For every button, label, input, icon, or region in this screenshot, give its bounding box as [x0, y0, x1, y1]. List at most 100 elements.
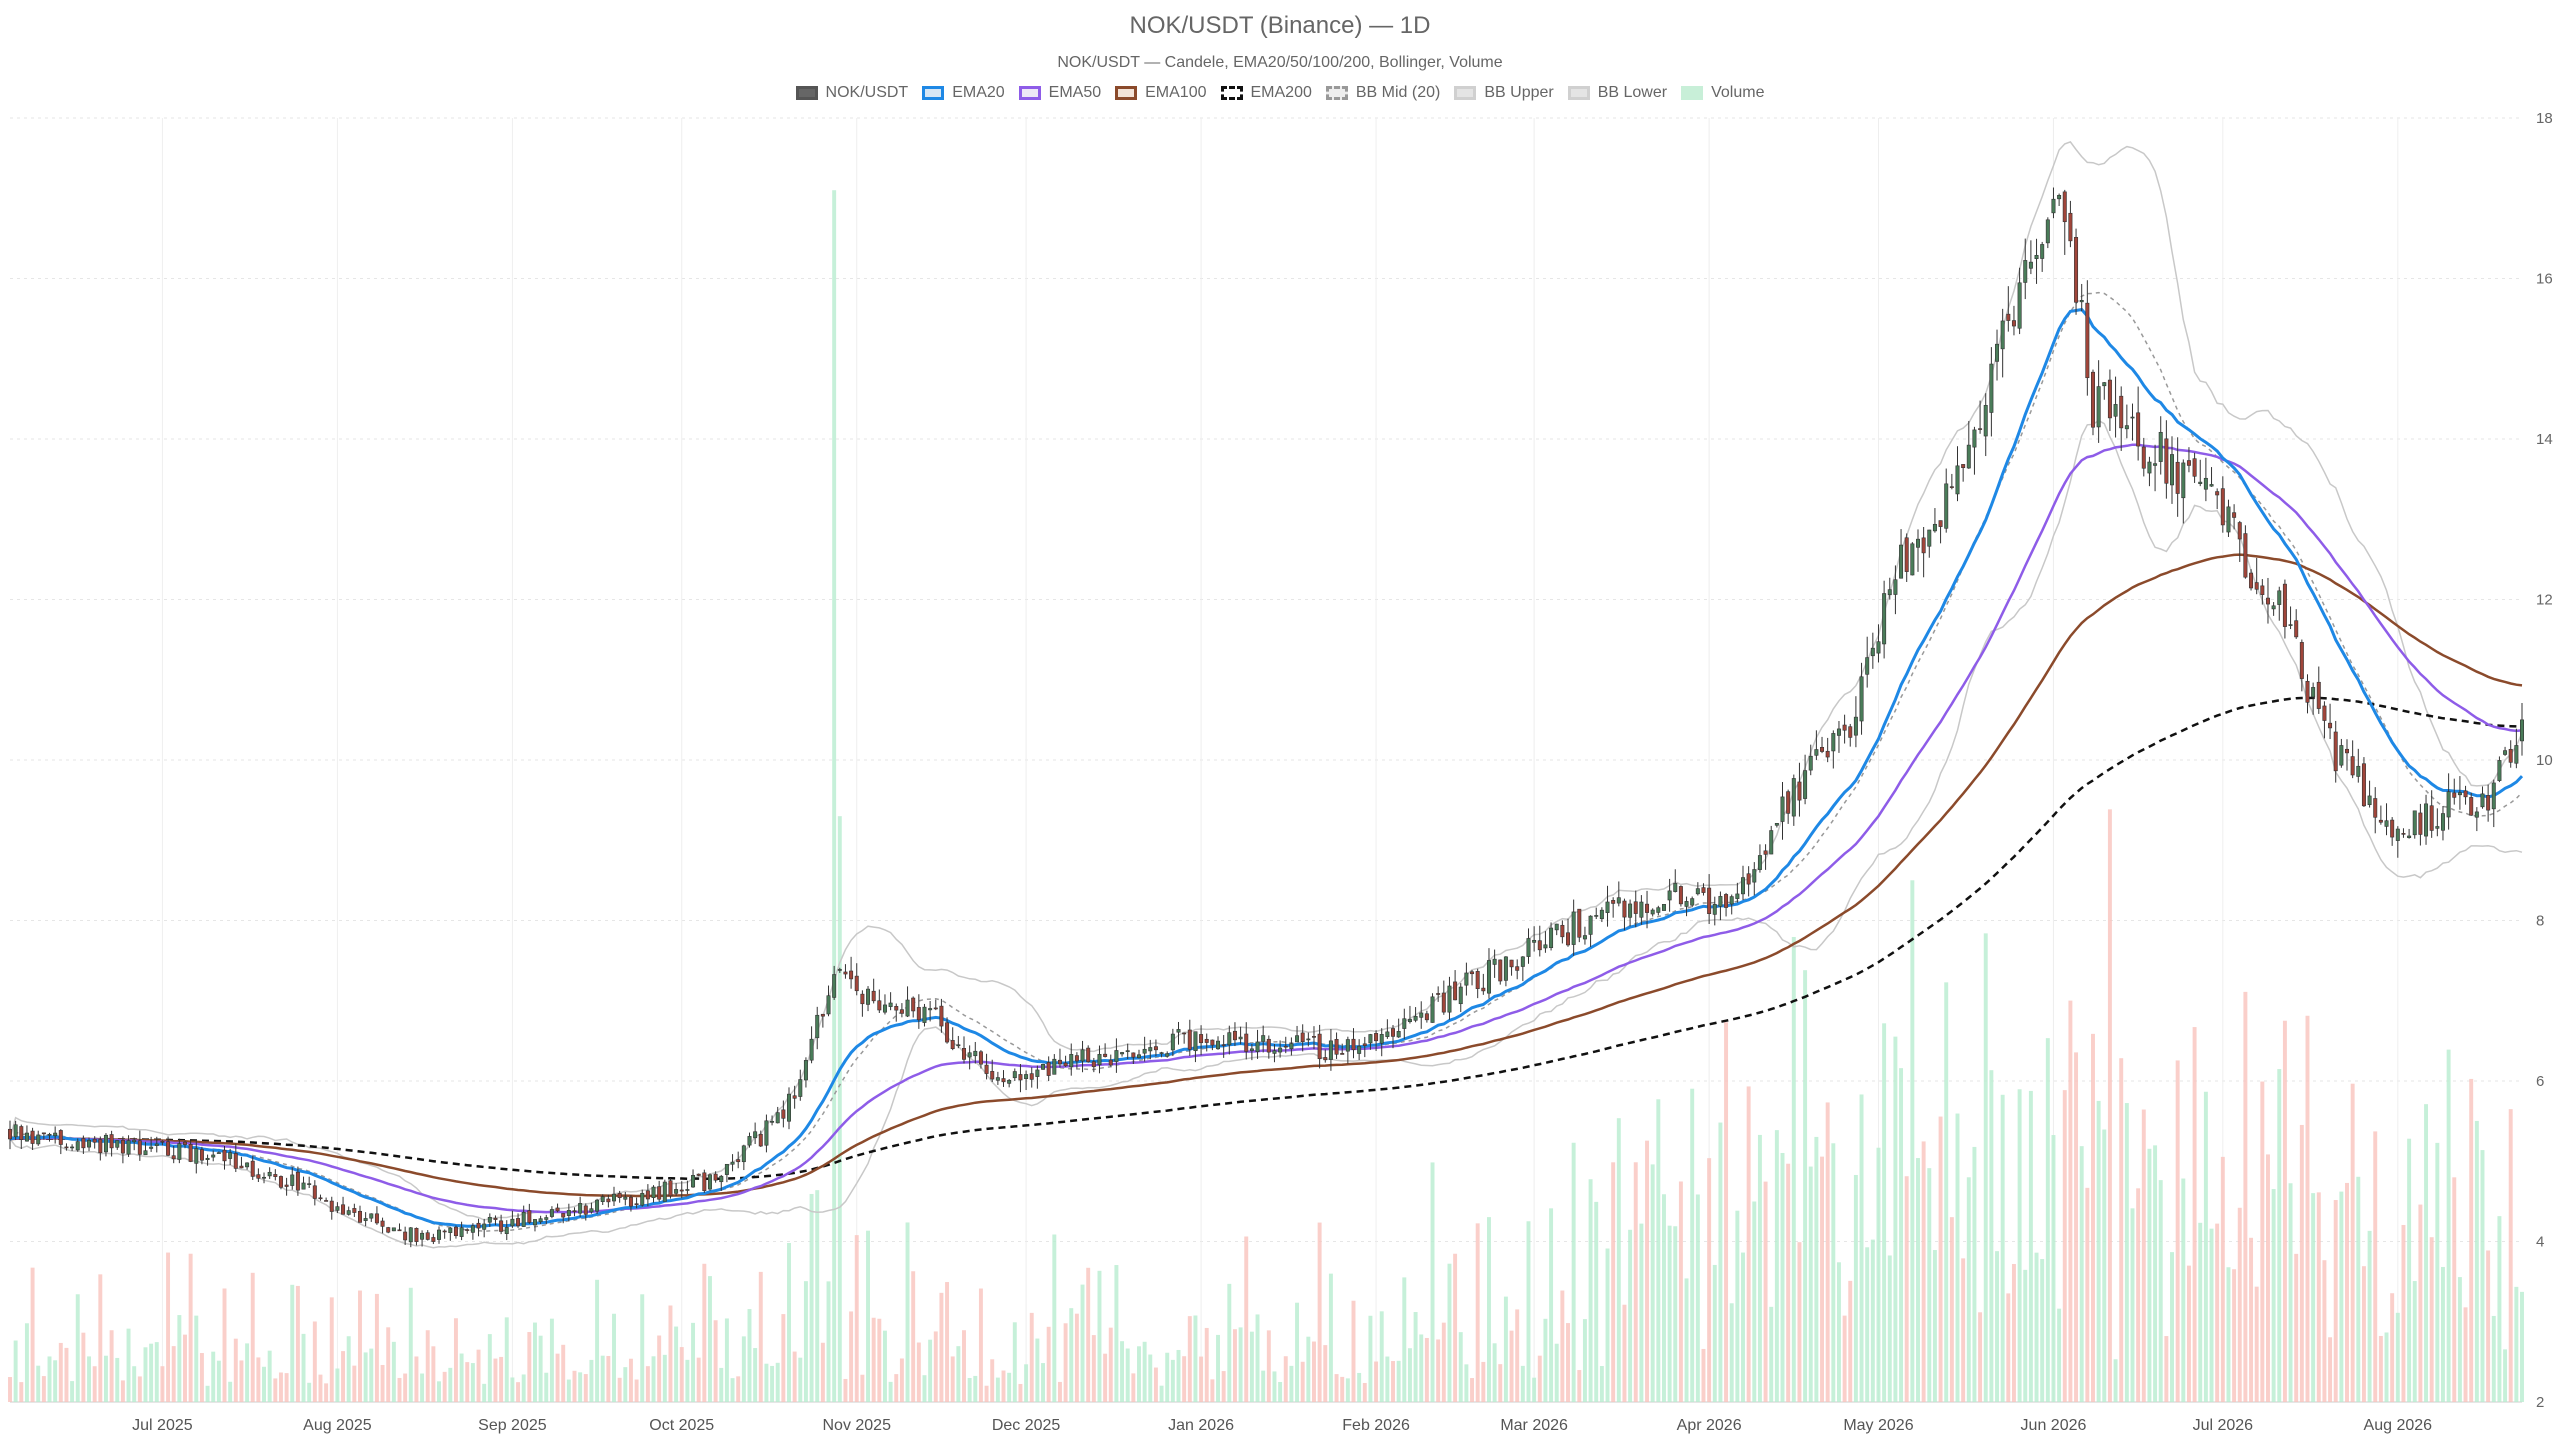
candle-body — [1306, 1038, 1311, 1041]
candle-body — [1261, 1035, 1266, 1042]
candle-body — [1492, 958, 1497, 965]
candle-body — [1825, 750, 1830, 758]
legend-item-6[interactable]: BB Upper — [1454, 84, 1554, 102]
volume-bar — [53, 1360, 58, 1402]
legend-label-3: EMA100 — [1145, 84, 1207, 101]
legend-item-1[interactable]: EMA20 — [922, 84, 1005, 102]
candle-body — [1932, 523, 1937, 532]
legend-item-2[interactable]: EMA50 — [1018, 84, 1101, 102]
volume-bar — [2254, 1286, 2259, 1402]
candle-body — [8, 1128, 12, 1140]
candle-body — [770, 1120, 775, 1123]
volume-bar — [1052, 1234, 1057, 1402]
volume-bar — [2130, 1208, 2135, 1402]
candle-body — [2051, 198, 2056, 214]
volume-bar — [8, 1377, 12, 1402]
volume-bar — [1108, 1327, 1113, 1402]
legend-item-3[interactable]: EMA100 — [1115, 84, 1207, 102]
volume-bar — [1774, 1130, 1779, 1402]
volume-bar — [1803, 970, 1808, 1402]
volume-bar — [2378, 1335, 2383, 1402]
volume-bar — [1328, 1273, 1333, 1402]
legend-item-0[interactable]: NOK/USDT — [795, 84, 908, 102]
volume-bar — [1718, 1122, 1723, 1402]
volume-bar — [770, 1365, 775, 1402]
candle-body — [1182, 1032, 1187, 1035]
candle-body — [962, 1048, 966, 1060]
volume-bar — [453, 1318, 458, 1402]
candle-body — [2361, 763, 2366, 807]
candle-body — [1786, 791, 1791, 814]
volume-bar — [1436, 1339, 1441, 1402]
volume-bar — [888, 1381, 893, 1402]
candle-body — [775, 1112, 780, 1124]
candle-body — [1227, 1032, 1232, 1046]
candle-body — [290, 1174, 295, 1186]
candle-body — [1611, 900, 1616, 904]
volume-bar — [1757, 1134, 1762, 1402]
candle-body — [295, 1171, 300, 1191]
candle-body — [1283, 1045, 1288, 1048]
volume-bar — [1057, 1381, 1062, 1402]
candle-body — [2057, 194, 2062, 200]
y-tick-label-8: 18 — [2536, 110, 2553, 127]
candle-body — [894, 1006, 899, 1011]
legend-item-7[interactable]: BB Lower — [1567, 84, 1667, 102]
volume-bar — [2429, 1237, 2434, 1402]
legend-item-8[interactable]: Volume — [1681, 84, 1764, 102]
candle-body — [1916, 538, 1920, 548]
candle-body — [2486, 795, 2491, 811]
volume-bar — [623, 1367, 628, 1402]
candle-body — [787, 1093, 791, 1122]
candle-body — [815, 1014, 820, 1039]
volume-bar — [674, 1326, 679, 1402]
volume-bar — [2288, 1183, 2293, 1402]
volume-bar — [2469, 1078, 2474, 1402]
volume-bar — [803, 1281, 808, 1402]
candle-body — [2124, 425, 2129, 430]
volume-bar — [1255, 1314, 1260, 1402]
volume-bar — [1103, 1353, 1108, 1402]
volume-bar — [2322, 1260, 2327, 1402]
volume-bar — [1193, 1315, 1198, 1402]
candle-body — [1232, 1030, 1237, 1041]
volume-bar — [1515, 1309, 1520, 1402]
volume-bar — [2136, 1188, 2141, 1402]
candle-body — [2452, 792, 2457, 798]
volume-bar — [199, 1353, 204, 1402]
volume-bar — [425, 1330, 430, 1402]
volume-bar — [1125, 1348, 1130, 1402]
volume-bar — [1176, 1349, 1181, 1402]
candle-body — [662, 1181, 667, 1202]
candle-body — [1114, 1050, 1119, 1062]
legend-item-5[interactable]: BB Mid (20) — [1325, 84, 1440, 102]
volume-bar — [1345, 1378, 1350, 1402]
legend-swatch-7 — [1567, 86, 1590, 100]
volume-bar — [250, 1272, 255, 1402]
candle-body — [1509, 959, 1514, 968]
volume-bar — [719, 1367, 724, 1402]
volume-bar — [369, 1348, 374, 1402]
volume-bar — [1645, 1140, 1650, 1402]
candle-body — [1701, 887, 1706, 893]
volume-bar — [1825, 1102, 1830, 1402]
candle-body — [1041, 1064, 1046, 1070]
volume-bar — [284, 1373, 289, 1402]
candle-body — [2074, 237, 2079, 303]
candle-body — [1328, 1040, 1333, 1060]
legend-item-4[interactable]: EMA200 — [1220, 84, 1312, 102]
volume-bar — [792, 1351, 797, 1402]
candle-body — [2102, 382, 2107, 387]
candle-body — [866, 988, 871, 1005]
candle-body — [1757, 855, 1762, 870]
volume-bar — [420, 1373, 425, 1402]
volume-bar — [662, 1354, 667, 1402]
volume-bar — [1210, 1379, 1215, 1402]
volume-bar — [1995, 1251, 1999, 1402]
candle-body — [386, 1227, 391, 1233]
volume-bar — [1503, 1296, 1508, 1402]
volume-bar — [115, 1357, 120, 1402]
volume-bar — [1741, 1252, 1745, 1402]
volume-bar — [2220, 1156, 2225, 1402]
